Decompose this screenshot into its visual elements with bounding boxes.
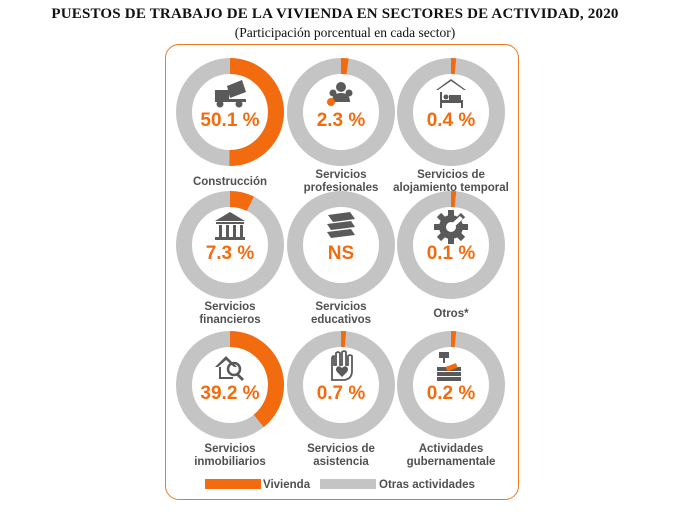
donut-ring-otras (287, 191, 395, 299)
chart-subtitle: (Participación porcentual en cada sector… (234, 25, 456, 40)
donut-8: 0.7 % Servicios de asistencia (287, 331, 395, 468)
donut-arc-vivienda (397, 58, 505, 166)
value-label: 2.3 % (317, 110, 366, 131)
donut-7: 39.2 % Servicios inmobiliarios (176, 331, 284, 468)
donut-6: 0.1 % Otros* (397, 191, 505, 320)
value-label: 7.3 % (206, 243, 255, 264)
category-label: Construcción (193, 176, 267, 188)
donut-arc-vivienda (287, 331, 395, 439)
legend-swatch-otras (320, 479, 376, 489)
legend-label-vivienda: Vivienda (263, 479, 311, 491)
chart-frame (165, 44, 519, 500)
bank-icon (215, 212, 245, 240)
value-label: 39.2 % (200, 383, 259, 404)
category-label: Servicios financieros (199, 301, 260, 326)
donut-2: 2.3 % Servicios profesionales (287, 58, 395, 194)
cement-mixer-icon (215, 80, 246, 108)
category-label: Otros* (433, 308, 469, 320)
donut-1: 50.1 % Construcción (176, 58, 284, 188)
gear-icon (434, 210, 468, 244)
category-label: Actividades gubernamentale (407, 443, 496, 468)
category-label: Servicios de alojamiento temporal (393, 169, 509, 194)
donut-arc-vivienda (176, 331, 284, 439)
books-icon (327, 212, 355, 238)
house-magnifier-icon (215, 356, 244, 381)
category-label: Servicios inmobiliarios (194, 443, 266, 468)
category-label: Servicios de asistencia (307, 443, 375, 468)
donut-4: 7.3 % Servicios financieros (176, 191, 284, 326)
heart-hand-icon (331, 350, 353, 381)
professionals-icon (327, 82, 353, 106)
chart-title: PUESTOS DE TRABAJO DE LA VIVIENDA EN SEC… (51, 6, 619, 22)
value-label: NS (328, 243, 354, 264)
value-label: 0.4 % (427, 110, 476, 131)
gavel-icon (437, 352, 461, 381)
donut-arc-vivienda (397, 191, 505, 299)
value-label: 0.1 % (427, 243, 476, 264)
donut-arc-vivienda (176, 58, 284, 166)
value-label: 0.7 % (317, 383, 366, 404)
donut-9: 0.2 % Actividades gubernamentale (397, 331, 505, 468)
donut-arc-vivienda (397, 331, 505, 439)
category-label: Servicios educativos (311, 301, 371, 326)
donut-arc-vivienda (287, 58, 395, 166)
donut-3: 0.4 % Servicios de alojamiento temporal (393, 58, 509, 194)
legend-label-otras: Otras actividades (379, 479, 475, 491)
donut-arc-vivienda (176, 191, 284, 299)
hotel-bed-icon (436, 79, 466, 108)
value-label: 50.1 % (200, 110, 259, 131)
donut-5: NS Servicios educativos (287, 191, 395, 326)
legend-swatch-vivienda (205, 479, 261, 489)
legend: Vivienda Otras actividades (205, 479, 475, 491)
category-label: Servicios profesionales (304, 169, 379, 194)
value-label: 0.2 % (427, 383, 476, 404)
